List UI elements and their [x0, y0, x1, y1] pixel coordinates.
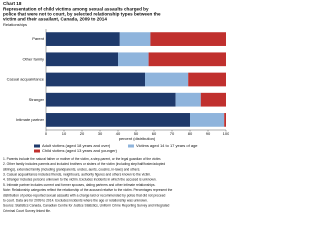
y-axis-label: Relationships — [3, 22, 27, 27]
y-tick-label: Other family — [22, 56, 44, 61]
legend-label: Adult victims (aged 18 years and over) — [42, 143, 111, 148]
chart-title: Representation of child victims among se… — [3, 7, 149, 12]
note: 3. Casual acquaintance includes friends,… — [3, 172, 151, 176]
bar — [188, 72, 226, 87]
bar — [119, 32, 151, 46]
x-tick-label: 90 — [206, 131, 211, 136]
bar — [46, 52, 118, 67]
note: distribution of police-reported sexual a… — [3, 193, 166, 197]
x-tick-label: 70 — [170, 131, 175, 136]
x-tick-label: 20 — [80, 131, 85, 136]
legend-swatch — [34, 144, 40, 148]
chart-title: victim and their assailant, Canada, 2009… — [3, 17, 107, 22]
chart: Chart 18 Relationships percent (distribu… — [3, 1, 229, 213]
bar — [148, 52, 226, 67]
bar — [46, 32, 120, 46]
note: to court. Data are for 2009 to 2014. Exc… — [3, 198, 148, 202]
bar — [190, 113, 225, 127]
x-tick-label: 0 — [45, 131, 48, 136]
note: Note: Relationship categories reflect th… — [3, 188, 172, 192]
note: 1. Parents include the natural father or… — [3, 157, 161, 161]
note: Source: Statistics Canada, Canadian Cent… — [3, 204, 170, 208]
legend-label: Victims aged 14 to 17 years of age — [136, 143, 198, 148]
x-tick-label: 60 — [152, 131, 157, 136]
chart-title: police that were not to court, by select… — [3, 12, 161, 17]
x-tick-label: 10 — [62, 131, 67, 136]
bar — [118, 52, 149, 67]
y-tick-label: Parent — [32, 36, 45, 41]
x-tick-label: 80 — [188, 131, 193, 136]
legend-label: Child victims (aged 13 years and younger… — [42, 148, 118, 153]
bar — [145, 72, 189, 87]
bar — [224, 113, 226, 127]
bar — [150, 32, 226, 46]
legend-swatch — [34, 149, 40, 153]
bar — [175, 92, 201, 107]
bar — [46, 92, 176, 107]
note: siblings), extended family (including gr… — [3, 167, 140, 171]
note: Criminal Court Survey linked file. — [3, 209, 51, 213]
x-tick-label: 50 — [134, 131, 139, 136]
bar — [200, 92, 226, 107]
x-tick-label: 40 — [116, 131, 121, 136]
legend-swatch — [128, 144, 134, 148]
bar — [46, 113, 190, 127]
note: 4. Stranger includes persons unknown to … — [3, 178, 157, 182]
y-tick-label: Casual acquaintance — [7, 77, 45, 82]
x-tick-label: 30 — [98, 131, 103, 136]
x-axis-label: percent (distribution) — [119, 136, 156, 141]
chart-label: Chart 18 — [3, 1, 22, 6]
bar — [46, 72, 145, 87]
y-tick-label: Intimate partner — [16, 117, 45, 122]
note: 2. Other family includes parents and inc… — [3, 162, 165, 166]
x-tick-label: 100 — [223, 131, 229, 136]
y-tick-label: Stranger — [29, 97, 45, 102]
note: 5. Intimate partner includes current and… — [3, 183, 156, 187]
